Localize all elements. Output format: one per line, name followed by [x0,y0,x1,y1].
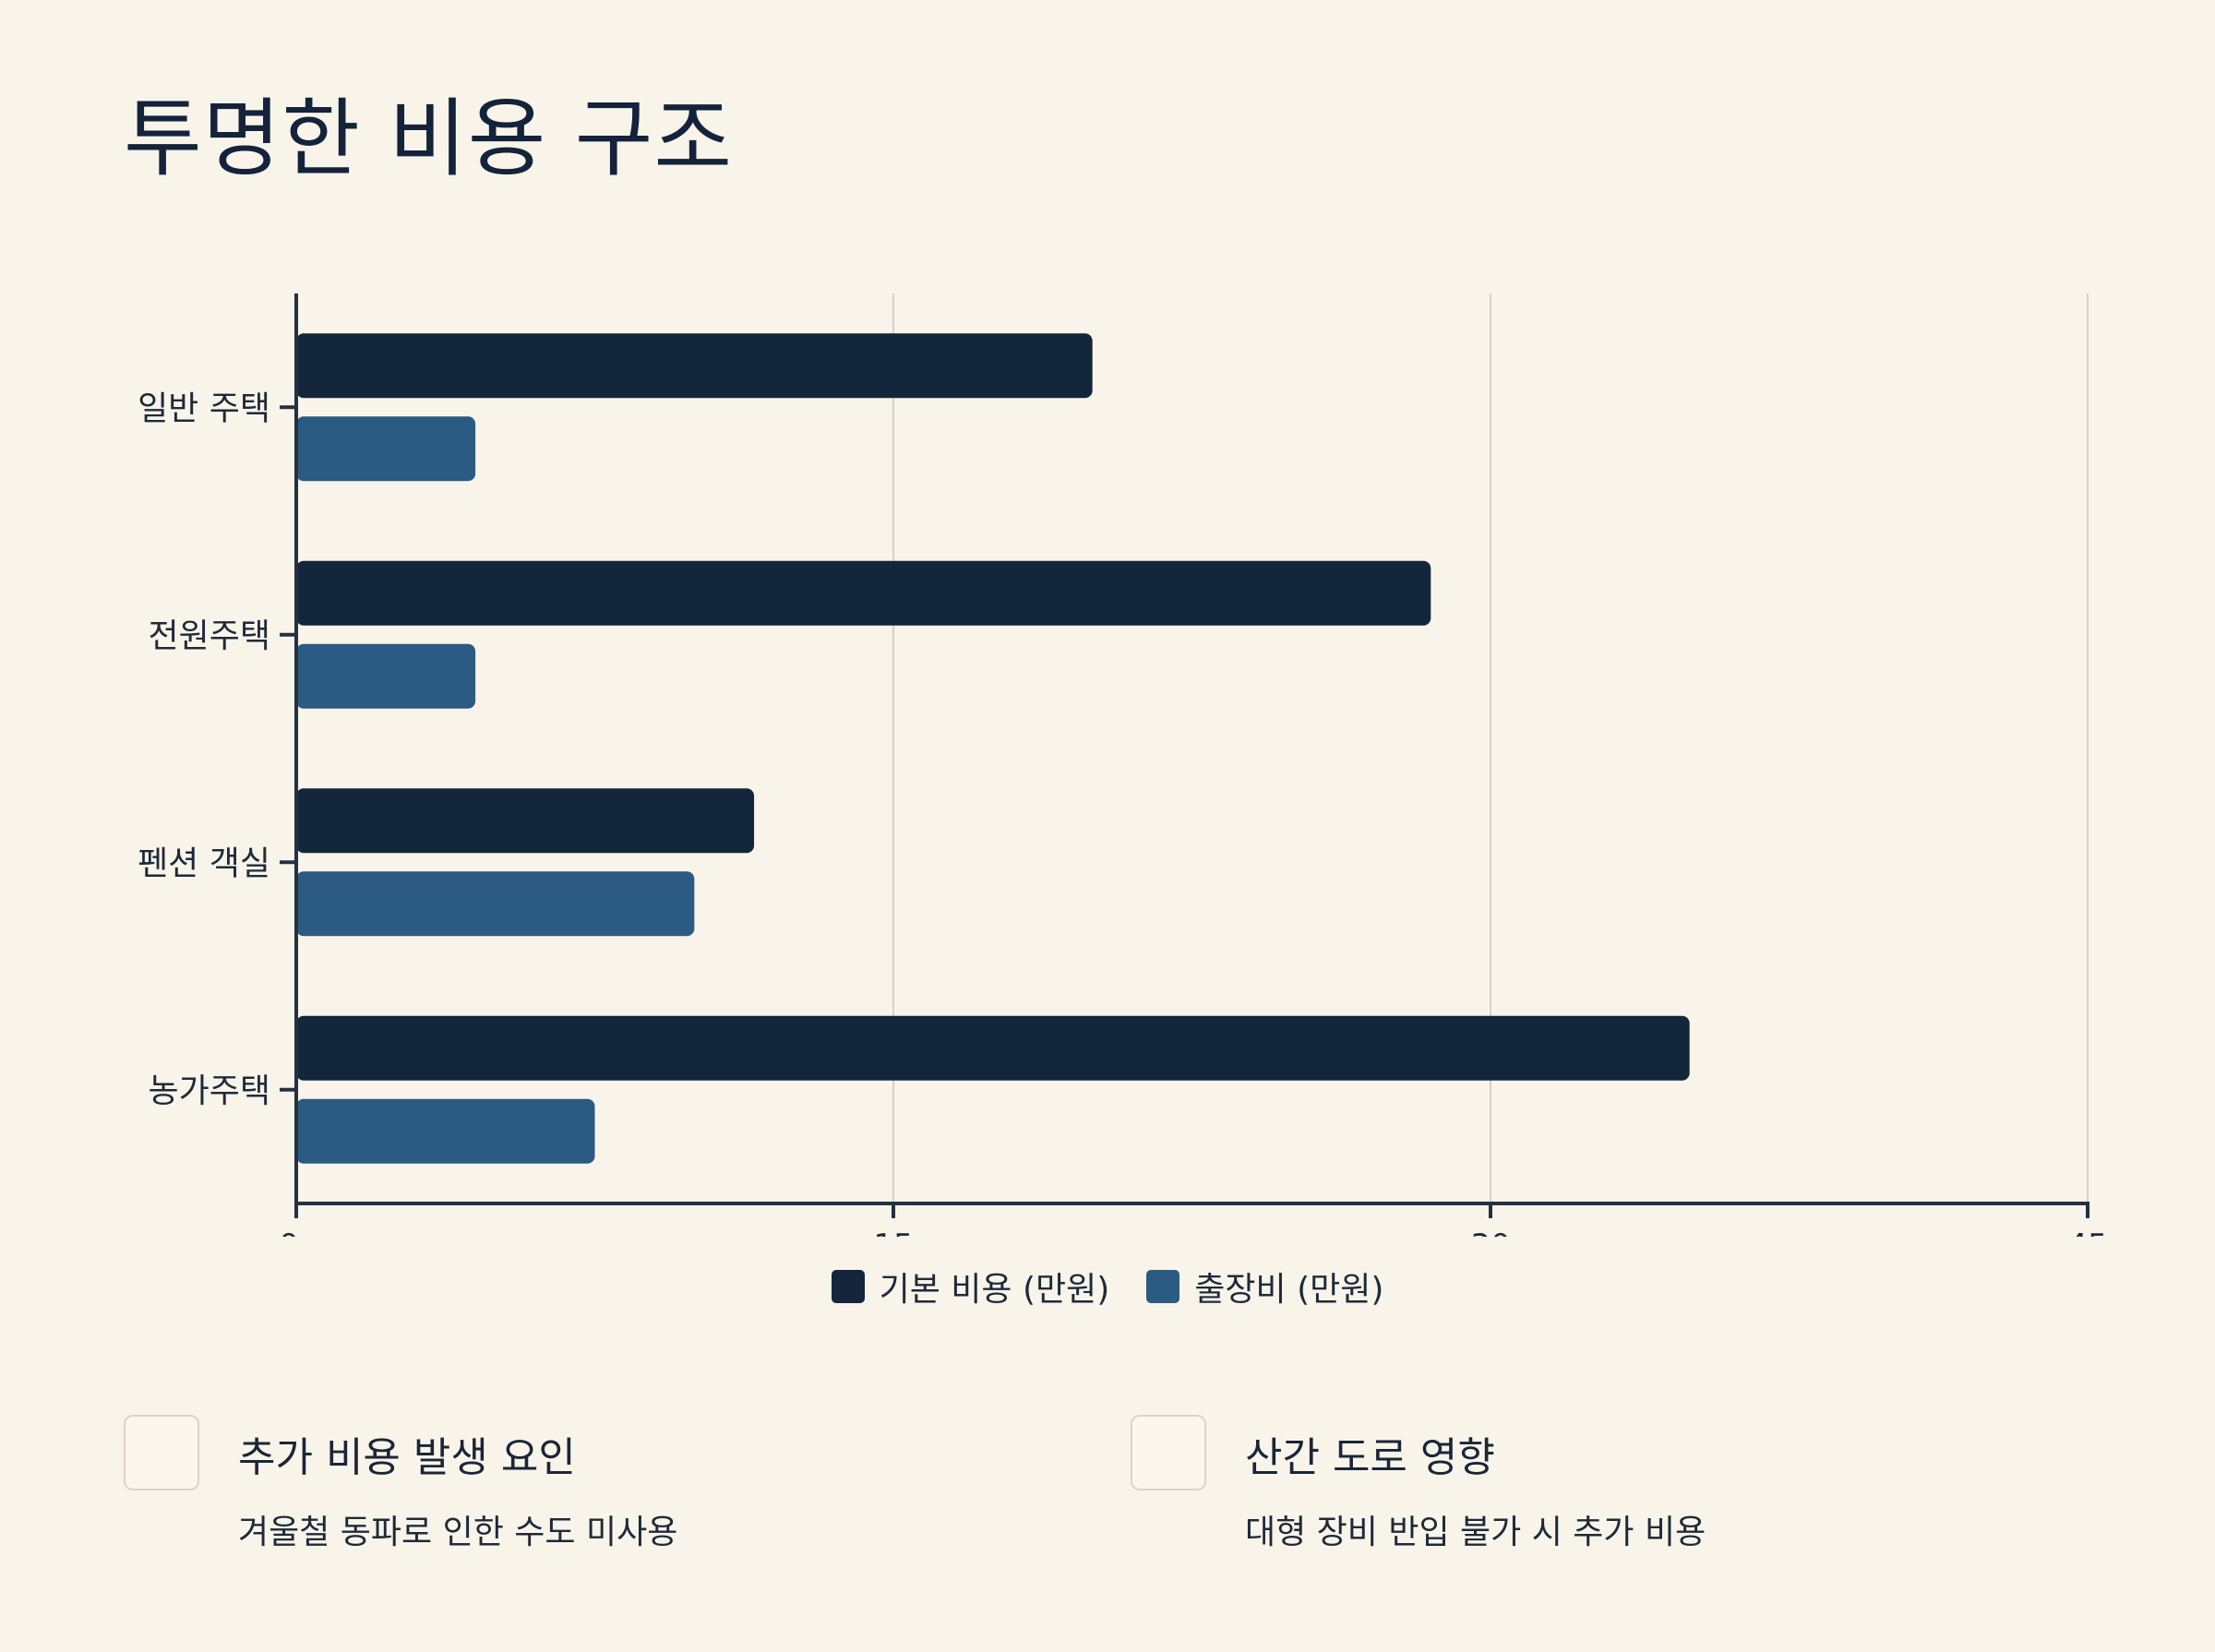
bar-travel [296,871,695,937]
note-title: 추가 비용 발생 요인 [238,1434,576,1481]
note-icon [1131,1415,1206,1490]
bar-base [296,1015,1690,1081]
legend-item-base: 기본 비용 (만원) [831,1263,1110,1311]
note-desc: 겨울철 동파로 인한 수도 미사용 [238,1514,678,1551]
x-tick-label: 15 [873,1227,913,1237]
bar-base [296,788,755,854]
chart-legend: 기본 비용 (만원) 출장비 (만원) [0,1263,2215,1311]
bar-base [296,560,1431,626]
page-title: 투명한 비용 구조 [124,90,733,188]
bar-travel [296,416,476,482]
y-tick-label: 일반 주택 [138,389,270,427]
x-tick-label: 30 [1470,1227,1510,1237]
bar-travel [296,1098,595,1164]
note-desc: 대형 장비 반입 불가 시 추가 비용 [1245,1514,1706,1551]
x-tick-label: 45 [2067,1227,2107,1237]
note-title: 산간 도로 영향 [1245,1434,1495,1481]
note-icon [124,1415,199,1490]
y-tick-label: 전원주택 [149,617,270,655]
bar-base [296,333,1093,399]
legend-item-travel: 출장비 (만원) [1146,1263,1383,1311]
legend-label-base: 기본 비용 (만원) [879,1271,1110,1309]
bar-travel [296,643,476,709]
legend-swatch-base [831,1270,865,1303]
y-tick-label: 농가주택 [149,1072,270,1110]
x-tick-label: 0 [279,1227,299,1237]
y-tick-label: 펜션 객실 [138,844,270,882]
legend-label-travel: 출장비 (만원) [1194,1271,1384,1309]
legend-swatch-travel [1146,1270,1180,1303]
